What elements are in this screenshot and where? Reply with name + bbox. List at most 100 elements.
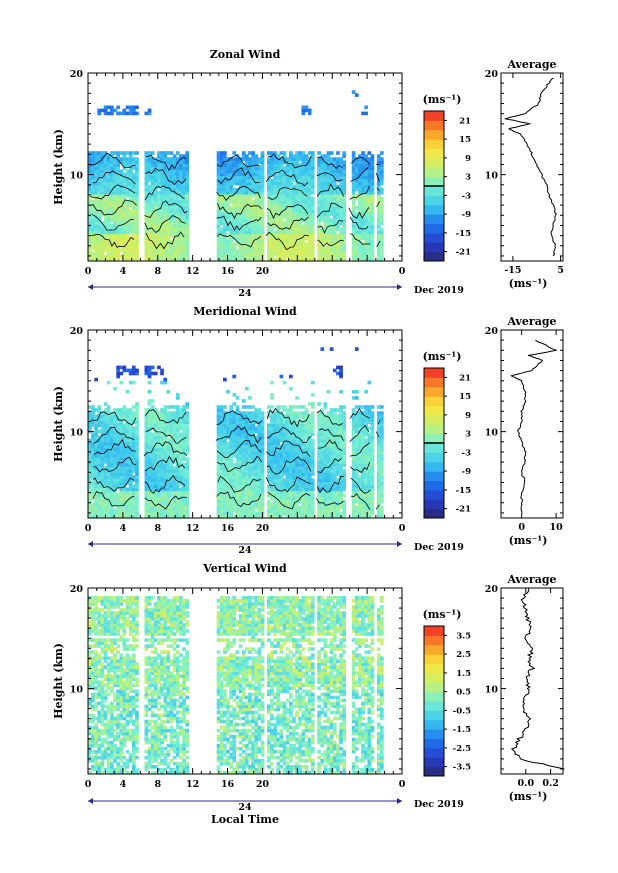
heatmap-cell [260, 197, 265, 201]
heatmap-cell [132, 175, 136, 180]
heatmap-cell [241, 218, 246, 222]
heatmap-cell [273, 472, 277, 476]
heatmap-cell [135, 230, 139, 235]
heatmap-cell [380, 197, 384, 201]
heatmap-cell [304, 245, 309, 250]
heatmap-cell [367, 245, 372, 250]
heatmap-cell [251, 493, 255, 498]
heatmap-cell [351, 251, 356, 256]
heatmap-cell [295, 206, 299, 210]
heatmap-cell [119, 502, 124, 507]
heatmap-cell [157, 227, 161, 232]
heatmap-cell [182, 160, 186, 164]
heatmap-cell [144, 438, 149, 443]
heatmap-cell [232, 258, 237, 262]
heatmap-cell [367, 163, 372, 167]
heatmap-cell [153, 218, 158, 222]
heatmap-cell [125, 457, 130, 461]
heatmap-cell [226, 242, 230, 247]
heatmap-cell [125, 505, 130, 510]
heatmap-cell [248, 426, 252, 431]
heatmap-cell [273, 151, 277, 155]
heatmap-cell [245, 457, 249, 461]
heatmap-cell [254, 236, 259, 241]
heatmap-cell [144, 172, 149, 177]
heatmap-cell [282, 508, 287, 513]
heatmap-cell [329, 206, 334, 210]
heatmap-cell [289, 248, 293, 253]
heatmap-cell [304, 227, 309, 232]
heatmap-cell [175, 438, 180, 443]
heatmap-cell [254, 502, 259, 507]
heatmap-cell [229, 429, 233, 434]
heatmap-cell [182, 490, 186, 495]
heatmap-cell [163, 227, 168, 232]
heatmap-cell [144, 472, 149, 476]
heatmap-cell [241, 203, 246, 207]
heatmap-cell [91, 466, 95, 470]
heatmap-cell [310, 258, 315, 262]
heatmap-cell [254, 426, 259, 431]
heatmap-cell [103, 402, 108, 406]
heatmap-cell [216, 230, 221, 235]
heatmap-cell [257, 475, 262, 479]
heatmap-cell [179, 197, 183, 201]
heatmap-cell [100, 181, 105, 186]
heatmap-cell [223, 487, 227, 492]
heatmap-cell [153, 203, 158, 207]
heatmap-cell [367, 239, 372, 244]
heatmap-cell [132, 197, 136, 201]
heatmap-cell [380, 172, 384, 177]
heatmap-cell [260, 190, 265, 195]
heatmap-cell [172, 496, 177, 501]
heatmap-cell [260, 447, 265, 452]
heatmap-cell [289, 463, 293, 467]
heatmap-cell [135, 239, 139, 244]
heatmap-cell [226, 245, 230, 250]
heatmap-cell [122, 190, 127, 195]
heatmap-cell [329, 248, 334, 253]
heatmap-cell [163, 515, 168, 519]
heatmap-cell [147, 447, 152, 452]
heatmap-cell [166, 454, 171, 458]
heatmap-cell [113, 163, 117, 167]
heatmap-cell [132, 447, 136, 452]
heatmap-cell [245, 426, 249, 431]
heatmap-cell [163, 475, 168, 479]
heatmap-cell [169, 200, 174, 204]
heatmap-cell [354, 157, 359, 161]
heatmap-cell [251, 187, 255, 192]
heatmap-cell [351, 224, 356, 228]
heatmap-cell [279, 163, 284, 167]
heatmap-cell [292, 420, 296, 424]
heatmap-cell [292, 429, 296, 434]
heatmap-cell [285, 496, 290, 501]
heatmap-cell [267, 457, 271, 461]
heatmap-cell [219, 432, 224, 437]
heatmap-cell [223, 454, 227, 458]
heatmap-cell [295, 432, 299, 437]
heatmap-cell [223, 230, 227, 235]
heatmap-cell [88, 242, 92, 247]
heatmap-cell [160, 230, 164, 235]
heatmap-cell [354, 212, 359, 216]
heatmap-cell [254, 178, 259, 183]
heatmap-cell [144, 258, 149, 262]
heatmap-cell [279, 478, 284, 482]
heatmap-cell [245, 236, 249, 241]
heatmap-cell [175, 206, 180, 210]
heatmap-cell [301, 239, 306, 244]
heatmap-cell [182, 454, 186, 458]
heatmap-cell [364, 181, 368, 186]
heatmap-cell [116, 151, 120, 155]
heatmap-cell [166, 200, 171, 204]
heatmap-cell [91, 251, 95, 256]
heatmap-cell [94, 239, 98, 244]
heatmap-cell [144, 420, 149, 424]
heatmap-cell [295, 209, 299, 213]
heatmap-cell [358, 175, 362, 180]
heatmap-cell [310, 157, 315, 161]
heatmap-cell [336, 193, 340, 198]
heatmap-cell [351, 239, 356, 244]
heatmap-cell [245, 411, 249, 415]
